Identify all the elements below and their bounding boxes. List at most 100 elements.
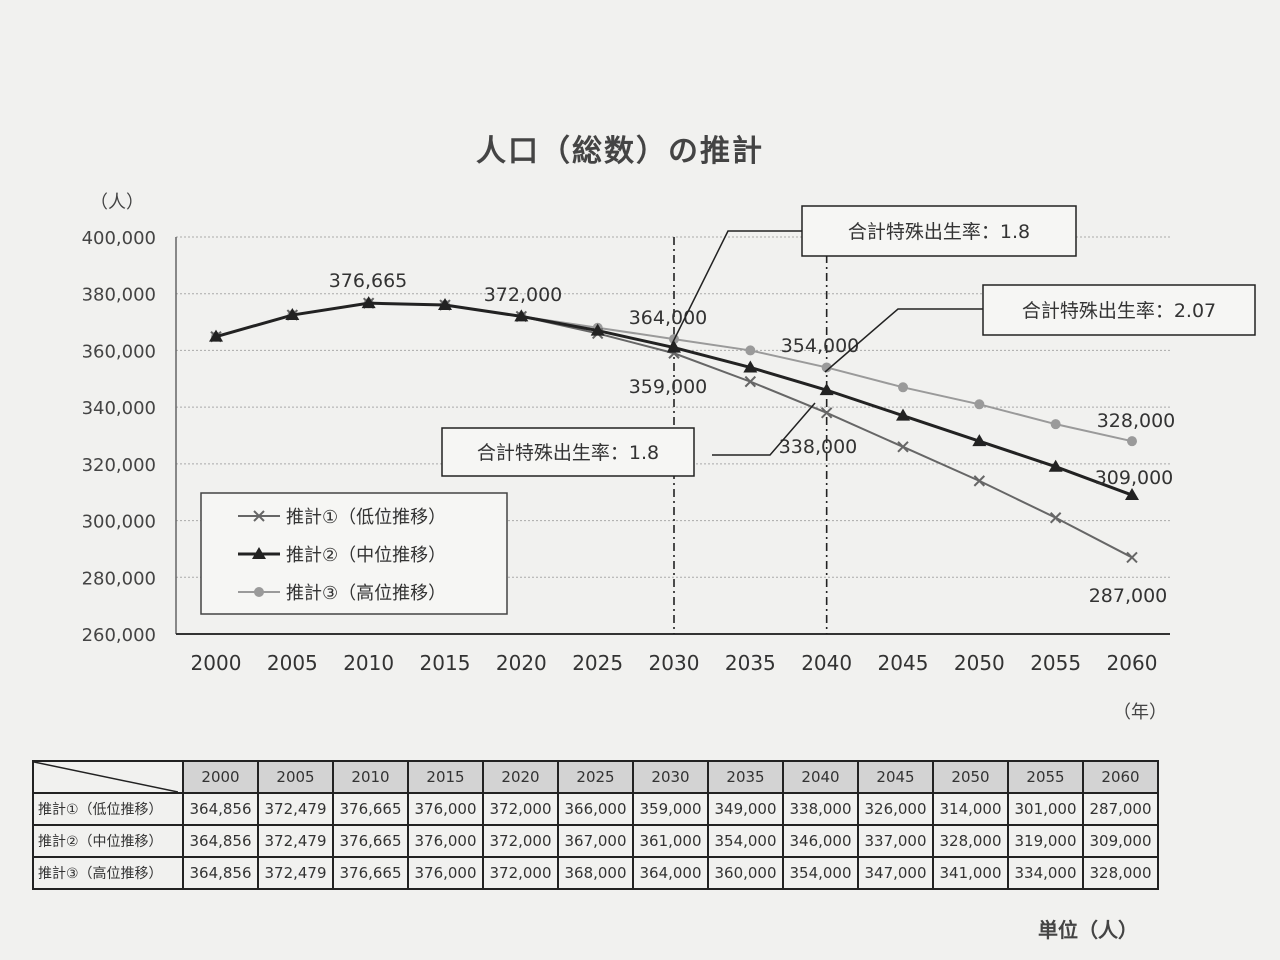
data-point: [898, 442, 908, 452]
data-point: [1051, 513, 1061, 523]
y-tick-label: 260,000: [82, 625, 156, 646]
table-cell: 349,000: [708, 793, 783, 825]
x-tick-label: 2040: [801, 651, 852, 675]
table-year-header: 2045: [858, 761, 933, 793]
y-tick-label: 300,000: [82, 512, 156, 533]
table-year-header: 2060: [1083, 761, 1158, 793]
x-tick-label: 2020: [496, 651, 547, 675]
table-cell: 359,000: [633, 793, 708, 825]
data-label: 364,000: [629, 307, 708, 329]
table-year-header: 2050: [933, 761, 1008, 793]
table-year-header: 2040: [783, 761, 858, 793]
data-label: 359,000: [629, 376, 708, 398]
annotation-text: 合計特殊出生率：1.8: [848, 221, 1030, 243]
table-year-header: 2030: [633, 761, 708, 793]
table-cell: 364,000: [633, 857, 708, 889]
table-cell: 367,000: [558, 825, 633, 857]
table-cell: 301,000: [1008, 793, 1083, 825]
population-table: 2000 2005 2010 2015 2020 2025 2030 2035 2040 2045…: [32, 760, 1159, 890]
data-point: [898, 382, 908, 392]
table-cell: 337,000: [858, 825, 933, 857]
population-chart: 260,000280,000300,000320,000340,000360,0…: [0, 0, 1280, 740]
table-cell: 364,856: [183, 793, 258, 825]
data-point: [974, 476, 984, 486]
corner-diagonal: [34, 762, 178, 792]
table-year-header: 2025: [558, 761, 633, 793]
table-cell: 328,000: [933, 825, 1008, 857]
table-cell: 372,479: [258, 825, 333, 857]
table-cell: 364,856: [183, 825, 258, 857]
data-label: 338,000: [779, 436, 858, 458]
y-tick-label: 340,000: [82, 398, 156, 419]
data-point: [1127, 552, 1137, 562]
table-cell: 366,000: [558, 793, 633, 825]
table-cell: 372,479: [258, 857, 333, 889]
data-point: [745, 377, 755, 387]
table-cell: 376,000: [408, 793, 483, 825]
table-cell: 328,000: [1083, 857, 1158, 889]
legend-entry: 推計③（高位推移）: [286, 583, 446, 604]
table-year-header: 2035: [708, 761, 783, 793]
data-point: [822, 408, 832, 418]
table-cell: 360,000: [708, 857, 783, 889]
table-cell: 372,000: [483, 825, 558, 857]
table-row: 推計①（低位推移） 364,856 372,479 376,665 376,000 372…: [33, 793, 1158, 825]
table-cell: 334,000: [1008, 857, 1083, 889]
data-point: [974, 399, 984, 409]
legend-entry: 推計①（低位推移）: [286, 507, 446, 528]
table-cell: 372,000: [483, 857, 558, 889]
x-tick-label: 2005: [267, 651, 318, 675]
data-point: [745, 345, 755, 355]
table-row-label: 推計①（低位推移）: [33, 793, 183, 825]
table-row: 推計②（中位推移） 364,856 372,479 376,665 376,000 372…: [33, 825, 1158, 857]
table-row: 推計③（高位推移） 364,856 372,479 376,665 376,000 372…: [33, 857, 1158, 889]
table-cell: 376,665: [333, 857, 408, 889]
data-point: [1127, 436, 1137, 446]
data-point: [1051, 419, 1061, 429]
data-label: 354,000: [781, 335, 860, 357]
data-label: 309,000: [1095, 467, 1174, 489]
y-tick-label: 360,000: [82, 341, 156, 362]
x-tick-label: 2030: [649, 651, 700, 675]
table-cell: 376,665: [333, 825, 408, 857]
legend-entry: 推計②（中位推移）: [286, 545, 446, 566]
x-tick-label: 2010: [343, 651, 394, 675]
table-unit: 単位（人）: [1038, 914, 1138, 943]
table-cell: 372,479: [258, 793, 333, 825]
table-year-header: 2015: [408, 761, 483, 793]
table-cell: 326,000: [858, 793, 933, 825]
table-cell: 341,000: [933, 857, 1008, 889]
table-cell: 368,000: [558, 857, 633, 889]
annotation-text: 合計特殊出生率：1.8: [477, 442, 659, 464]
table-cell: 309,000: [1083, 825, 1158, 857]
table-cell: 346,000: [783, 825, 858, 857]
table-corner-cell: [33, 761, 183, 793]
annotation-text: 合計特殊出生率：2.07: [1022, 300, 1216, 322]
table-header-row: 2000 2005 2010 2015 2020 2025 2030 2035 2040 2045…: [33, 761, 1158, 793]
table-cell: 338,000: [783, 793, 858, 825]
table-row-label: 推計③（高位推移）: [33, 857, 183, 889]
table-cell: 376,000: [408, 825, 483, 857]
data-label: 328,000: [1097, 410, 1176, 432]
table-year-header: 2005: [258, 761, 333, 793]
table-cell: 364,856: [183, 857, 258, 889]
data-label: 372,000: [484, 284, 563, 306]
table-row-label: 推計②（中位推移）: [33, 825, 183, 857]
table-year-header: 2055: [1008, 761, 1083, 793]
table-cell: 287,000: [1083, 793, 1158, 825]
x-tick-label: 2035: [725, 651, 776, 675]
table-cell: 314,000: [933, 793, 1008, 825]
x-tick-label: 2000: [191, 651, 242, 675]
table-cell: 354,000: [783, 857, 858, 889]
x-tick-label: 2050: [954, 651, 1005, 675]
table-cell: 354,000: [708, 825, 783, 857]
legend-marker: [254, 587, 264, 597]
table-cell: 347,000: [858, 857, 933, 889]
data-label: 376,665: [329, 270, 408, 292]
x-tick-label: 2055: [1030, 651, 1081, 675]
data-label: 287,000: [1089, 585, 1168, 607]
table-cell: 372,000: [483, 793, 558, 825]
y-tick-label: 400,000: [82, 228, 156, 249]
table-cell: 319,000: [1008, 825, 1083, 857]
annotation-leader: [668, 231, 802, 352]
